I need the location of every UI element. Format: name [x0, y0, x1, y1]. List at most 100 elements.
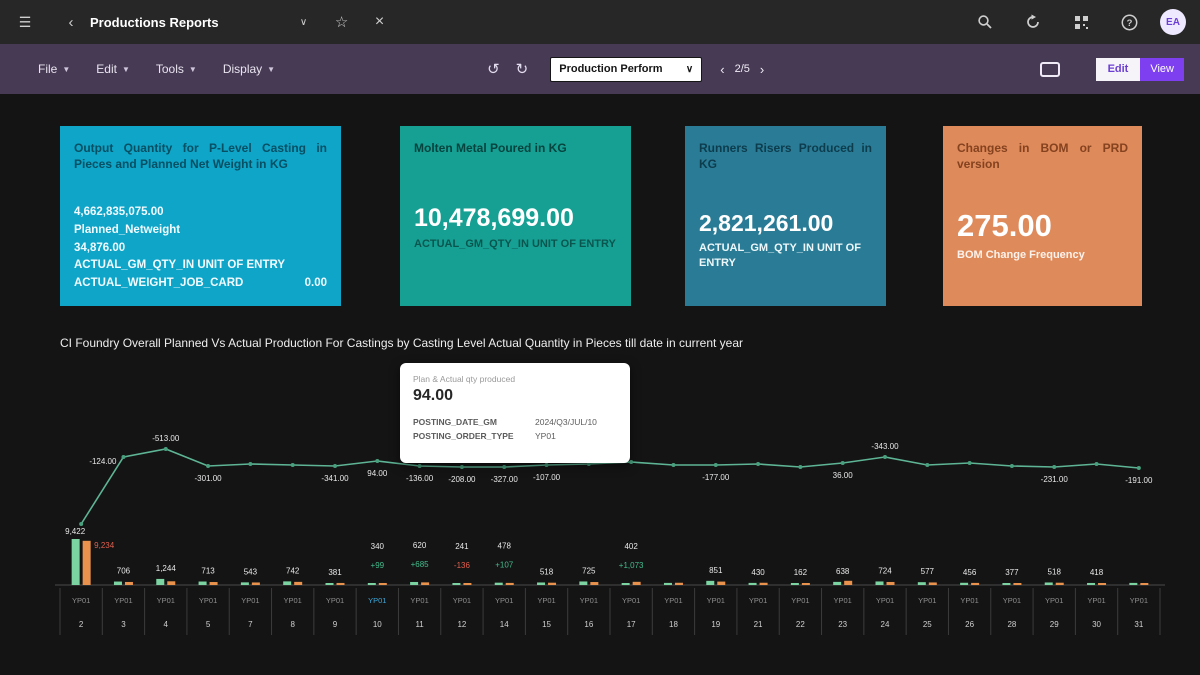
actual-bar[interactable]: [548, 582, 557, 585]
line-marker[interactable]: [1094, 462, 1099, 466]
line-marker[interactable]: [206, 464, 211, 468]
line-marker[interactable]: [333, 464, 337, 468]
actual-bar[interactable]: [167, 581, 176, 585]
user-avatar[interactable]: EA: [1160, 9, 1186, 35]
line-marker[interactable]: [756, 462, 761, 466]
planned-bar[interactable]: [960, 582, 969, 585]
line-marker[interactable]: [544, 463, 549, 467]
actual-bar[interactable]: [844, 580, 853, 585]
planned-bar[interactable]: [790, 583, 799, 585]
line-marker[interactable]: [713, 463, 718, 467]
planned-bar[interactable]: [579, 581, 588, 585]
actual-bar[interactable]: [886, 581, 895, 585]
line-marker[interactable]: [290, 463, 295, 467]
apps-grid-icon[interactable]: [1066, 15, 1096, 30]
planned-bar[interactable]: [621, 583, 630, 585]
actual-bar[interactable]: [971, 582, 980, 585]
menu-display[interactable]: Display ▼: [222, 62, 276, 76]
planned-bar[interactable]: [1002, 583, 1011, 585]
device-preview-icon[interactable]: [1039, 61, 1060, 77]
actual-bar[interactable]: [759, 582, 768, 585]
edit-mode-button[interactable]: Edit: [1095, 57, 1141, 81]
planned-bar[interactable]: [240, 582, 249, 585]
line-marker[interactable]: [502, 465, 507, 469]
hamburger-menu-icon[interactable]: ☰: [18, 13, 32, 30]
planned-bar[interactable]: [325, 583, 334, 585]
line-marker[interactable]: [1136, 466, 1141, 470]
view-mode-button[interactable]: View: [1140, 57, 1184, 81]
menu-edit[interactable]: Edit ▼: [96, 62, 130, 76]
planned-bar[interactable]: [410, 581, 419, 585]
undo-icon[interactable]: ↺: [487, 61, 500, 78]
planned-bar[interactable]: [537, 582, 546, 585]
planned-bar[interactable]: [748, 582, 757, 585]
actual-bar[interactable]: [336, 582, 345, 585]
actual-bar[interactable]: [590, 582, 599, 585]
actual-bar[interactable]: [82, 540, 91, 585]
line-marker[interactable]: [459, 465, 464, 469]
planned-bar[interactable]: [1129, 582, 1138, 585]
planned-bar[interactable]: [1044, 582, 1053, 585]
variance-line[interactable]: [80, 448, 1139, 525]
refresh-icon[interactable]: [1018, 14, 1048, 30]
planned-bar[interactable]: [663, 582, 672, 585]
line-marker[interactable]: [671, 463, 676, 467]
menu-file[interactable]: File ▼: [38, 62, 71, 76]
actual-bar[interactable]: [674, 582, 683, 585]
line-marker[interactable]: [1052, 465, 1057, 469]
planned-bar[interactable]: [198, 581, 207, 585]
planned-bar[interactable]: [452, 583, 461, 585]
actual-bar[interactable]: [505, 582, 514, 585]
actual-bar[interactable]: [209, 582, 218, 585]
search-icon[interactable]: [970, 14, 1000, 30]
next-page-button[interactable]: ›: [759, 61, 765, 77]
line-marker[interactable]: [417, 464, 422, 468]
line-marker[interactable]: [121, 455, 126, 459]
planned-bar[interactable]: [833, 581, 842, 585]
planned-bar[interactable]: [156, 578, 165, 585]
actual-bar[interactable]: [378, 583, 387, 585]
redo-icon[interactable]: ↻: [515, 61, 529, 78]
line-marker[interactable]: [375, 459, 380, 463]
line-marker[interactable]: [248, 462, 253, 466]
actual-bar[interactable]: [294, 581, 303, 585]
close-icon[interactable]: ×: [374, 13, 385, 30]
actual-bar[interactable]: [1013, 583, 1022, 585]
line-marker[interactable]: [883, 455, 887, 459]
production-chart[interactable]: YP01 2 YP01 3 YP01 4 YP01 5 YP01 7 YP01 8 YP01 9 YP01 1…: [0, 420, 1200, 675]
actual-bar[interactable]: [124, 581, 133, 585]
actual-bar[interactable]: [1055, 582, 1064, 585]
line-marker[interactable]: [840, 461, 845, 465]
actual-bar[interactable]: [928, 582, 937, 585]
line-marker[interactable]: [925, 463, 930, 467]
actual-bar[interactable]: [801, 583, 810, 585]
planned-bar[interactable]: [367, 583, 376, 585]
prev-page-button[interactable]: ‹: [720, 61, 725, 77]
help-icon[interactable]: ?: [1114, 14, 1144, 31]
planned-bar[interactable]: [71, 539, 80, 585]
planned-bar[interactable]: [1087, 582, 1096, 585]
planned-bar[interactable]: [875, 581, 884, 585]
planned-bar[interactable]: [113, 581, 122, 585]
kpi-card-molten-metal[interactable]: Molten Metal Poured in KG 10,478,699.00 …: [400, 126, 631, 306]
title-chevron-down-icon[interactable]: ∨: [299, 16, 308, 28]
actual-bar[interactable]: [632, 581, 641, 585]
line-marker[interactable]: [163, 447, 168, 451]
kpi-card-runners-risers[interactable]: Runners Risers Produced in KG 2,821,261.…: [685, 126, 886, 306]
kpi-card-output-quantity[interactable]: Output Quantity for P-Level Casting in P…: [60, 126, 341, 306]
favorite-star-icon[interactable]: ☆: [334, 14, 349, 31]
actual-bar[interactable]: [1140, 582, 1149, 585]
planned-bar[interactable]: [706, 580, 715, 585]
line-marker[interactable]: [967, 461, 972, 465]
page-selector-dropdown[interactable]: Production Perform ∨: [550, 56, 703, 82]
planned-bar[interactable]: [494, 582, 503, 585]
line-marker[interactable]: [1009, 464, 1014, 468]
line-marker[interactable]: [79, 522, 84, 526]
planned-bar[interactable]: [917, 582, 926, 585]
menu-tools[interactable]: Tools ▼: [155, 62, 197, 76]
line-marker[interactable]: [798, 465, 803, 469]
actual-bar[interactable]: [1098, 583, 1107, 585]
actual-bar[interactable]: [717, 581, 726, 585]
back-icon[interactable]: ‹: [68, 13, 74, 31]
actual-bar[interactable]: [251, 582, 260, 585]
